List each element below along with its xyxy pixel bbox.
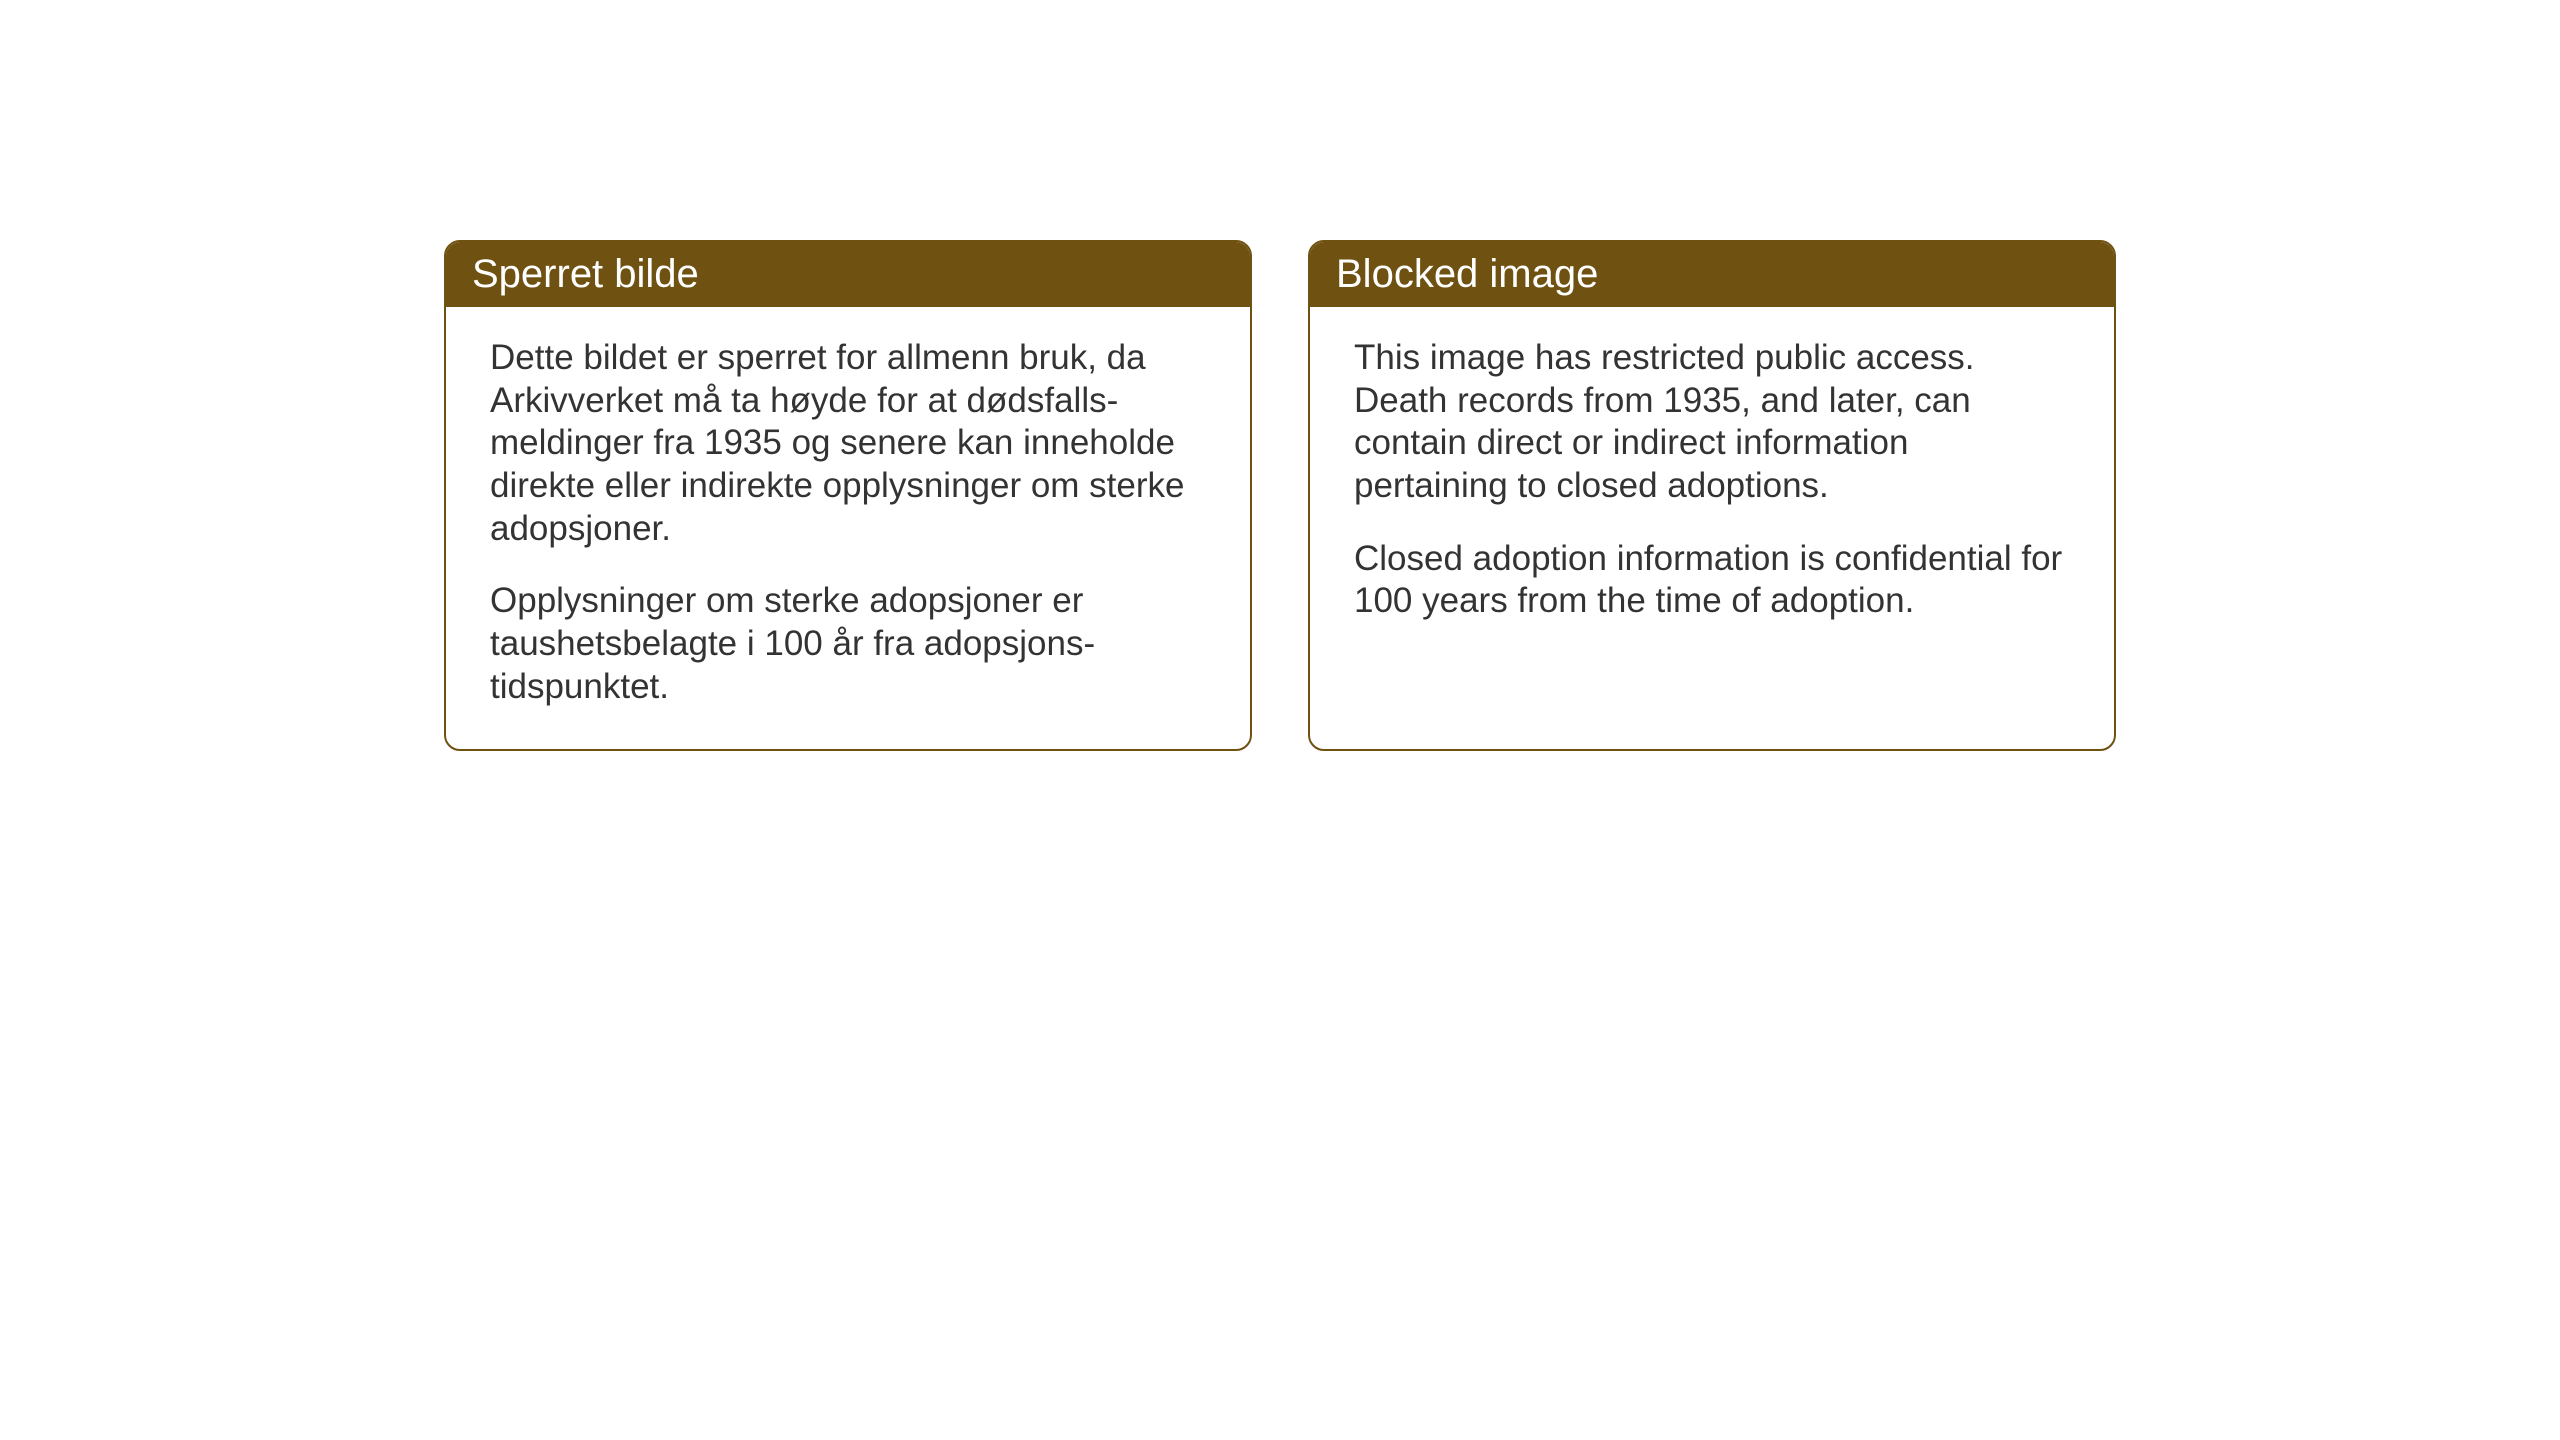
english-notice-card: Blocked image This image has restricted … bbox=[1308, 240, 2116, 751]
english-paragraph-1: This image has restricted public access.… bbox=[1354, 337, 2070, 508]
norwegian-paragraph-2: Opplysninger om sterke adopsjoner er tau… bbox=[490, 580, 1206, 708]
notice-container: Sperret bilde Dette bildet er sperret fo… bbox=[444, 240, 2116, 751]
norwegian-card-title: Sperret bilde bbox=[446, 242, 1250, 307]
norwegian-card-body: Dette bildet er sperret for allmenn bruk… bbox=[446, 307, 1250, 749]
norwegian-notice-card: Sperret bilde Dette bildet er sperret fo… bbox=[444, 240, 1252, 751]
english-card-title: Blocked image bbox=[1310, 242, 2114, 307]
english-paragraph-2: Closed adoption information is confident… bbox=[1354, 538, 2070, 623]
english-card-body: This image has restricted public access.… bbox=[1310, 307, 2114, 663]
norwegian-paragraph-1: Dette bildet er sperret for allmenn bruk… bbox=[490, 337, 1206, 550]
